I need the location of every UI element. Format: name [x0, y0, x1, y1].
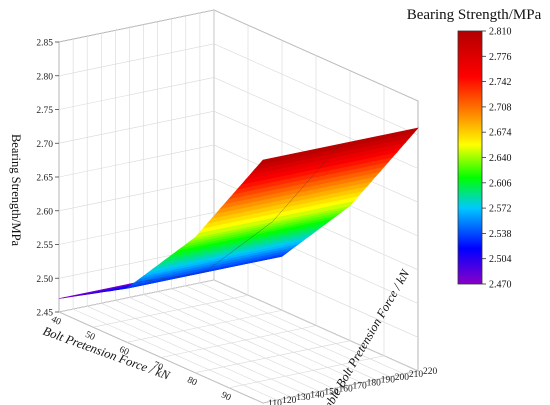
- colorbar-title: Bearing Strength/MPa: [407, 7, 542, 23]
- x-tick-label: 90: [219, 390, 232, 403]
- y-gridline: [101, 33, 306, 395]
- y-tick-label: 210: [409, 370, 424, 380]
- z-axis-label: Bearing Strength/MPa: [9, 134, 23, 247]
- axis-panels: [57, 9, 420, 404]
- z-tick-label: 2.75: [36, 106, 53, 116]
- colorbar-tick-label: 2.810: [489, 27, 512, 38]
- colorbar-tick-label: 2.538: [489, 229, 512, 240]
- y-tick-label: 200: [395, 373, 410, 383]
- z-tick-label: 2.80: [36, 72, 53, 82]
- x-tick-label: 60: [117, 345, 130, 358]
- x-tick-label: 50: [83, 330, 96, 343]
- y-tick-label: 170: [353, 382, 368, 392]
- y-gridline: [129, 27, 334, 389]
- colorbar-tick-label: 2.572: [489, 204, 512, 215]
- colorbar-tick-label: 2.742: [489, 77, 512, 88]
- colorbar-tick-label: 2.504: [489, 254, 512, 265]
- y-gridline: [143, 24, 348, 386]
- colorbar-ticks: 2.810 2.776 2.742 2.708 2.674 2.640 2.606 2.572…: [482, 27, 512, 291]
- z-tick-label: 2.55: [36, 241, 53, 251]
- y-tick-label: 150: [324, 387, 339, 397]
- y-gridline: [72, 39, 278, 401]
- y-gridline: [115, 30, 320, 392]
- z-tick-label: 2.70: [36, 140, 53, 150]
- colorbar-tick-label: 2.708: [489, 102, 512, 113]
- z-tick-label: 2.60: [36, 207, 53, 217]
- y-tick-label: 130: [296, 393, 311, 403]
- y-gridline: [157, 21, 362, 383]
- z-tick-label: 2.50: [36, 275, 53, 285]
- z-tick-label: 2.65: [36, 174, 53, 184]
- y-tick-label: 160: [339, 385, 354, 395]
- surface-meshline: [136, 143, 341, 283]
- z-tick-label: 2.85: [36, 39, 53, 49]
- y-tick-label: 180: [367, 379, 382, 389]
- y-gridline: [213, 10, 419, 372]
- y-tick-label: 190: [381, 376, 396, 386]
- surface-mesh: [58, 127, 419, 299]
- y-tick-label: 120: [282, 396, 297, 405]
- colorbar-gradient: [457, 30, 483, 285]
- x-tick-label: 40: [49, 315, 62, 328]
- axis-ticks: 2.45 2.50 2.55 2.60 2.65 2.70 2.75 2.80 2.85 40 50…: [36, 39, 437, 405]
- y-gridline: [185, 15, 390, 378]
- y-tick-label: 110: [268, 399, 282, 405]
- colorbar-tick-label: 2.640: [489, 153, 512, 164]
- y-gridline: [199, 12, 405, 375]
- y-gridline: [86, 36, 292, 398]
- x-tick-label: 80: [185, 375, 198, 388]
- y-tick-label: 220: [423, 367, 438, 377]
- colorbar-tick-label: 2.606: [489, 178, 512, 189]
- z-tick-label: 2.45: [36, 309, 53, 319]
- x-tick-label: 70: [151, 360, 164, 373]
- colorbar-tick-label: 2.776: [489, 52, 512, 63]
- colorbar: Bearing Strength/MPa 2.810 2.776 2.742 2.70…: [407, 7, 542, 291]
- y-gridline: [171, 18, 376, 380]
- y-tick-label: 140: [310, 390, 325, 400]
- colorbar-tick-label: 2.470: [489, 280, 512, 291]
- colorbar-tick-label: 2.674: [489, 128, 512, 139]
